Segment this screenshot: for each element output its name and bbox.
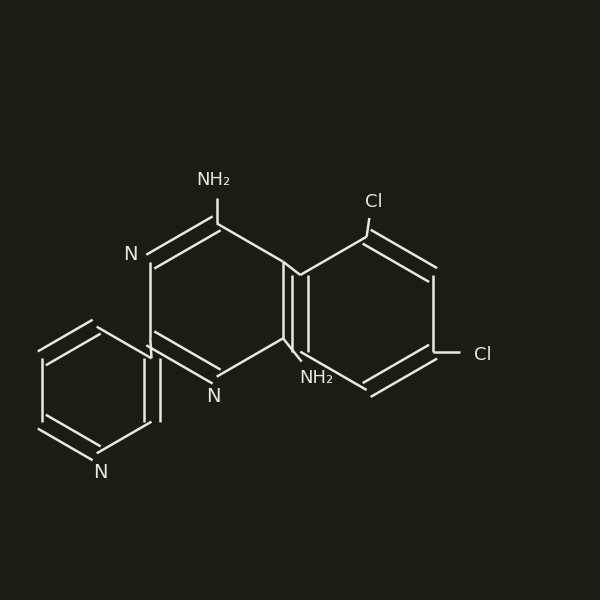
Text: Cl: Cl xyxy=(474,346,492,364)
Text: NH₂: NH₂ xyxy=(299,370,334,388)
Text: NH₂: NH₂ xyxy=(196,171,230,189)
Text: Cl: Cl xyxy=(365,193,382,211)
Text: N: N xyxy=(206,387,221,406)
Text: N: N xyxy=(123,245,137,265)
Text: N: N xyxy=(93,463,107,481)
